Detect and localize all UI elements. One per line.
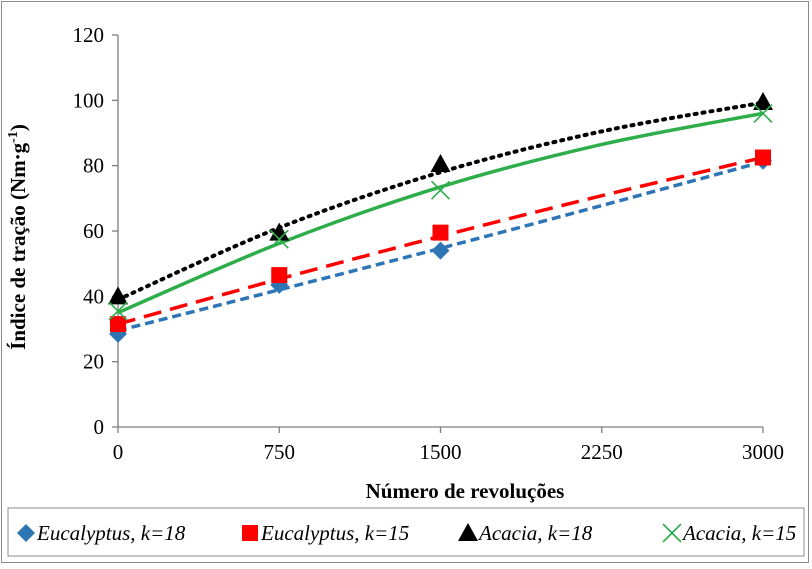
y-axis-title-sup: -1 xyxy=(6,131,21,143)
trendline-series-3 xyxy=(116,100,765,302)
data-point-series-1 xyxy=(431,241,450,260)
data-point-series-4 xyxy=(430,180,451,200)
data-point-series-2 xyxy=(110,316,126,333)
data-point-series-2 xyxy=(432,224,449,241)
tick-labels: 0 20 40 60 80 100 120 0 750 1500 2250 3000 xyxy=(73,23,785,464)
x-axis-title: Número de revoluções xyxy=(366,479,565,503)
axes xyxy=(112,34,764,433)
trendline-series-2 xyxy=(117,155,764,326)
y-axis-title-main: Índice de tração (Nm·g xyxy=(6,142,30,350)
data-point-series-4 xyxy=(108,301,128,321)
legend: Eucalyptus, k=18 Eucalyptus, k=15 Acacia, … xyxy=(7,507,805,557)
trendline-series-4 xyxy=(117,111,764,315)
legend-marker-series-2 xyxy=(242,525,258,541)
y-tick-label: 0 xyxy=(94,415,105,439)
data-point-series-3 xyxy=(108,286,128,305)
legend-marker-series-1 xyxy=(17,524,35,542)
legend-marker-series-4 xyxy=(662,523,682,543)
legend-label-series-3: Acacia, k=18 xyxy=(477,521,593,545)
data-point-series-3 xyxy=(753,91,773,110)
x-tick-label: 1500 xyxy=(420,440,462,464)
data-point-series-3 xyxy=(269,222,290,241)
y-tick-label: 80 xyxy=(83,154,104,178)
y-axis-title: Índice de tração (Nm·g-1) xyxy=(6,124,30,350)
data-point-series-3 xyxy=(430,154,451,173)
legend-marker-series-3 xyxy=(458,523,478,541)
data-point-series-2 xyxy=(755,149,771,166)
data-point-series-4 xyxy=(753,103,773,123)
legend-label-series-1: Eucalyptus, k=18 xyxy=(36,521,186,545)
x-tick-label: 2250 xyxy=(581,440,623,464)
legend-label-series-4: Acacia, k=15 xyxy=(681,521,796,545)
data-point-series-4 xyxy=(269,229,289,249)
y-tick-label: 100 xyxy=(73,88,105,112)
y-axis-title-end: ) xyxy=(6,124,30,131)
data-point-series-2 xyxy=(271,267,288,284)
y-tick-label: 20 xyxy=(83,350,104,374)
legend-label-series-2: Eucalyptus, k=15 xyxy=(260,521,409,545)
markers xyxy=(108,91,773,343)
x-tick-label: 750 xyxy=(264,440,296,464)
x-tick-label: 0 xyxy=(113,440,124,464)
trendlines xyxy=(116,100,765,333)
y-tick-label: 120 xyxy=(73,23,105,47)
y-tick-label: 40 xyxy=(83,284,104,308)
y-tick-label: 60 xyxy=(83,219,104,243)
x-tick-label: 3000 xyxy=(742,440,784,464)
